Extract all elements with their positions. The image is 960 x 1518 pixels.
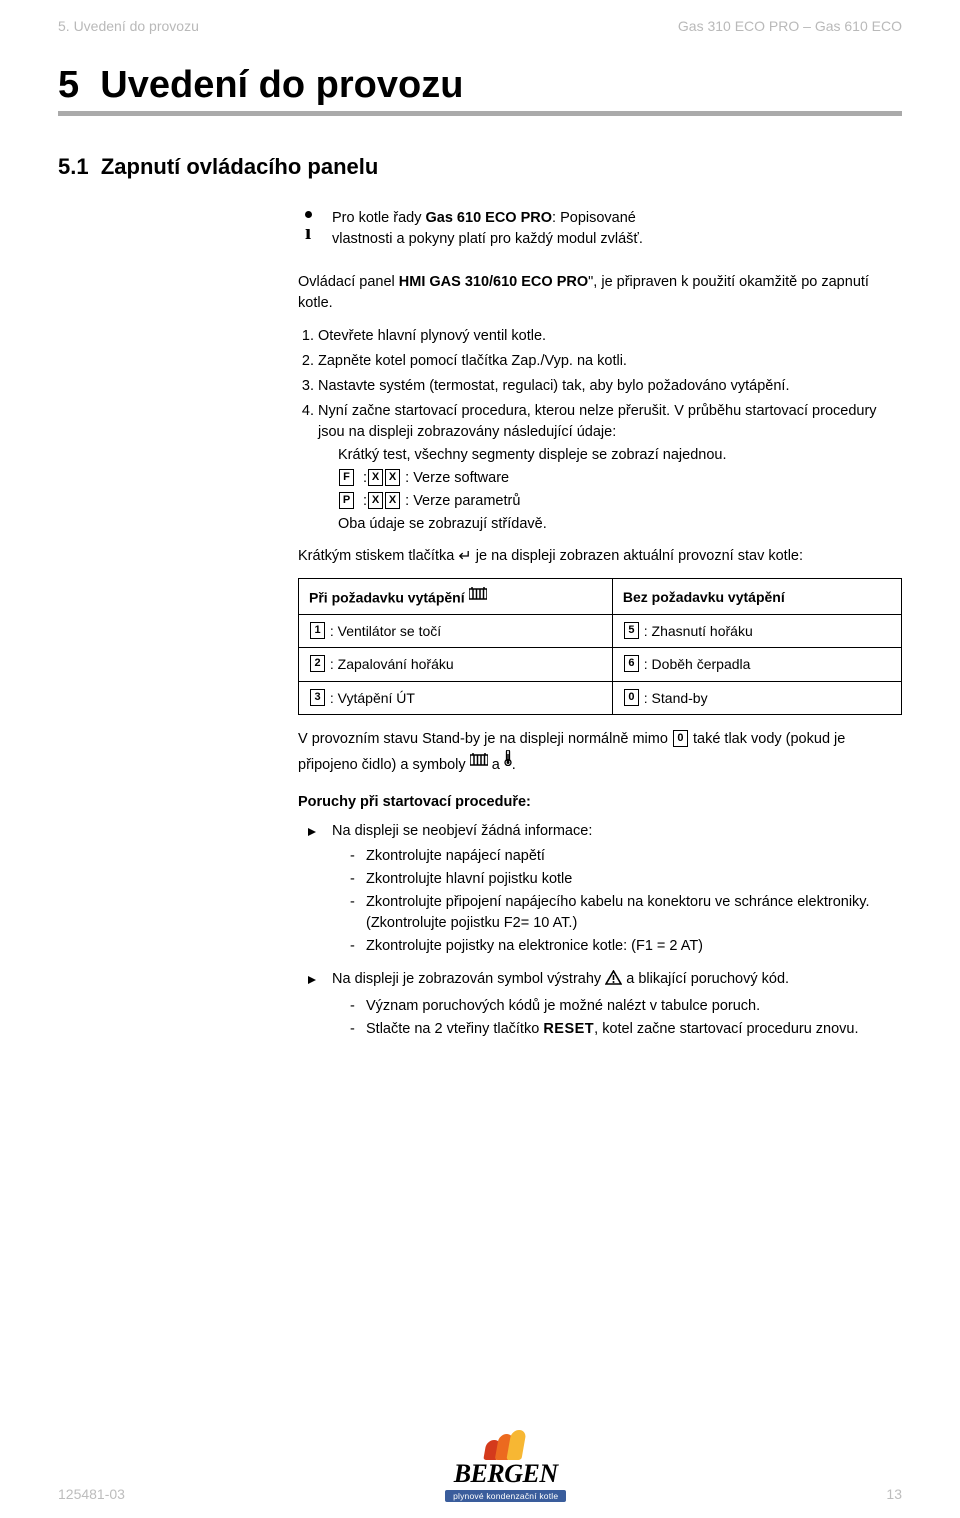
table-h1-text: Při požadavku vytápění	[309, 590, 469, 606]
version-sw-row: F :XX : Verze software	[338, 468, 902, 489]
state-3-icon: 3	[310, 689, 325, 706]
box-x-icon: X	[368, 492, 383, 509]
state-6-icon: 6	[624, 655, 639, 672]
standby-zero-icon: 0	[673, 730, 688, 747]
chapter-heading: 5 Uvedení do provozu	[58, 64, 902, 107]
header-left: 5. Uvedení do provozu	[58, 18, 199, 34]
state-0-icon: 0	[624, 689, 639, 706]
info-note: ı Pro kotle řady Gas 610 ECO PRO: Popiso…	[298, 208, 902, 250]
fault-2-dashes: Význam poruchových kódů je možné nalézt …	[332, 996, 902, 1040]
section-number: 5.1	[58, 154, 89, 179]
fault-2-d2-pre: Stlačte na 2 vteřiny tlačítko	[366, 1021, 543, 1037]
step-4-text: Nyní začne startovací procedura, kterou …	[318, 403, 877, 440]
radiator-icon	[470, 752, 488, 773]
state-5-label: : Zhasnutí hořáku	[644, 623, 753, 639]
table-row: 3 : Vytápění ÚT 0 : Stand-by	[299, 681, 902, 714]
fault-1-d1: Zkontrolujte napájecí napětí	[332, 846, 902, 867]
table-row: 1 : Ventilátor se točí 5 : Zhasnutí hořá…	[299, 614, 902, 647]
fault-1-d3: Zkontrolujte připojení napájecího kabelu…	[332, 892, 902, 934]
warning-triangle-icon	[605, 970, 622, 992]
step-4: Nyní začne startovací procedura, kterou …	[318, 401, 902, 535]
lead-bold: HMI GAS 310/610 ECO PRO	[399, 274, 588, 290]
lead-paragraph: Ovládací panel HMI GAS 310/610 ECO PRO",…	[298, 272, 902, 314]
content-column: ı Pro kotle řady Gas 610 ECO PRO: Popiso…	[298, 208, 902, 1040]
step-4-sub1: Krátký test, všechny segmenty displeje s…	[338, 445, 902, 466]
state-0-label: : Stand-by	[644, 690, 708, 706]
step-3: Nastavte systém (termostat, regulaci) ta…	[318, 376, 902, 397]
fault-1-dashes: Zkontrolujte napájecí napětí Zkontrolujt…	[332, 846, 902, 957]
version-sw-label: Verze software	[413, 470, 509, 486]
brand-name: BERGEN	[445, 1461, 566, 1487]
thermometer-icon	[504, 750, 512, 773]
header-right: Gas 310 ECO PRO – Gas 610 ECO	[678, 18, 902, 34]
standby-paragraph: V provozním stavu Stand-by je na displej…	[298, 729, 902, 776]
step-1: Otevřete hlavní plynový ventil kotle.	[318, 326, 902, 347]
faults-heading: Poruchy při startovací proceduře:	[298, 792, 902, 813]
table-row: 2 : Zapalování hořáku 6 : Doběh čerpadla	[299, 648, 902, 681]
chapter-title: Uvedení do provozu	[100, 64, 463, 106]
section-title: Zapnutí ovládacího panelu	[101, 154, 378, 179]
fault-1-d2: Zkontrolujte hlavní pojistku kotle	[332, 869, 902, 890]
version-par-row: P :XX : Verze parametrů	[338, 491, 902, 512]
lead-pre: Ovládací panel	[298, 274, 399, 290]
state-1-label: : Ventilátor se točí	[330, 623, 441, 639]
brand-logo: BERGEN plynové kondenzační kotle	[445, 1430, 566, 1503]
fault-item-1: Na displeji se neobjeví žádná informace:…	[298, 821, 902, 957]
fault-1-d4: Zkontrolujte pojistky na elektronice kot…	[332, 936, 902, 957]
fault-2-pre: Na displeji je zobrazován symbol výstrah…	[332, 971, 605, 987]
running-header: 5. Uvedení do provozu Gas 310 ECO PRO – …	[58, 18, 902, 34]
flames-icon	[483, 1430, 529, 1460]
info-line1-bold: Gas 610 ECO PRO	[426, 210, 553, 226]
fault-1-head: Na displeji se neobjeví žádná informace:	[332, 823, 592, 839]
step-list: Otevřete hlavní plynový ventil kotle. Za…	[298, 326, 902, 535]
states-table: Při požadavku vytápění Bez po	[298, 578, 902, 714]
fault-2-post: a blikající poruchový kód.	[626, 971, 789, 987]
doc-number: 125481-03	[58, 1486, 125, 1502]
section-heading: 5.1 Zapnutí ovládacího panelu	[58, 154, 902, 180]
chapter-number: 5	[58, 64, 79, 106]
both-alternating-label: Oba údaje se zobrazují střídavě.	[338, 514, 902, 535]
page-number: 13	[886, 1486, 902, 1502]
state-6-label: : Doběh čerpadla	[644, 656, 751, 672]
press-enter-pre: Krátkým stiskem tlačítka	[298, 548, 458, 564]
page-footer: 125481-03 BERGEN plynové kondenzační kot…	[58, 1430, 902, 1503]
reset-key-label: RESET	[543, 1021, 594, 1037]
fault-2-d1: Význam poruchových kódů je možné nalézt …	[332, 996, 902, 1017]
fault-2-d2-post: , kotel začne startovací proceduru znovu…	[594, 1021, 858, 1037]
standby-end: .	[512, 757, 516, 773]
press-enter-paragraph: Krátkým stiskem tlačítka ↵ je na displej…	[298, 545, 902, 568]
box-p-icon: P	[339, 492, 354, 509]
radiator-icon	[469, 585, 487, 605]
version-par-label: Verze parametrů	[413, 493, 520, 509]
page: 5. Uvedení do provozu Gas 310 ECO PRO – …	[0, 0, 960, 1518]
info-line1-pre: Pro kotle řady	[332, 210, 426, 226]
faults-list: Na displeji se neobjeví žádná informace:…	[298, 821, 902, 1040]
info-line2: vlastnosti a pokyny platí pro každý modu…	[332, 231, 643, 247]
press-enter-post: je na displeji zobrazen aktuální provozn…	[472, 548, 803, 564]
state-2-label: : Zapalování hořáku	[330, 656, 454, 672]
state-2-icon: 2	[310, 655, 325, 672]
info-icon: ı	[298, 208, 318, 250]
state-5-icon: 5	[624, 622, 639, 639]
standby-and: a	[488, 757, 504, 773]
box-x-icon: X	[385, 469, 400, 486]
box-x-icon: X	[385, 492, 400, 509]
info-line1-post: : Popisované	[552, 210, 636, 226]
fault-2-d2: Stlačte na 2 vteřiny tlačítko RESET, kot…	[332, 1019, 902, 1040]
table-head-1: Při požadavku vytápění	[299, 579, 613, 615]
enter-key-icon: ↵	[458, 548, 471, 565]
chapter-rule	[58, 111, 902, 116]
table-head-2: Bez požadavku vytápění	[612, 579, 901, 615]
step-2: Zapněte kotel pomocí tlačítka Zap./Vyp. …	[318, 351, 902, 372]
state-3-label: : Vytápění ÚT	[330, 690, 415, 706]
box-f-icon: F	[339, 469, 354, 486]
box-x-icon: X	[368, 469, 383, 486]
brand-tagline: plynové kondenzační kotle	[445, 1490, 566, 1503]
fault-item-2: Na displeji je zobrazován symbol výstrah…	[298, 969, 902, 1040]
standby-pre: V provozním stavu Stand-by je na displej…	[298, 731, 672, 747]
state-1-icon: 1	[310, 622, 325, 639]
info-text: Pro kotle řady Gas 610 ECO PRO: Popisova…	[332, 208, 643, 250]
